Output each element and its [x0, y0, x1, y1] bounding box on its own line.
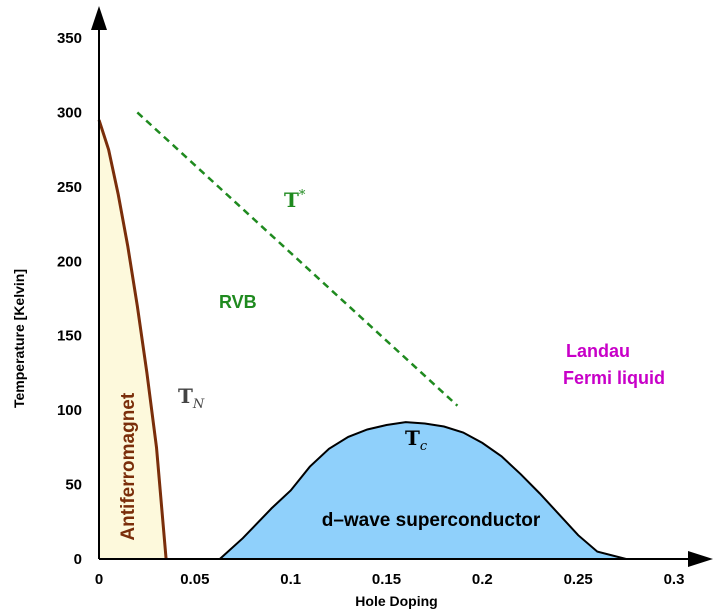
- tstar-label: T*: [284, 188, 306, 212]
- y-tick-label: 250: [57, 179, 82, 196]
- superconductor-label: d–wave superconductor: [322, 510, 541, 531]
- x-axis-arrowhead: [688, 551, 713, 567]
- y-tick-label: 150: [57, 328, 82, 345]
- y-axis-arrowhead: [91, 6, 107, 30]
- x-tick-label: 0.2: [472, 571, 493, 588]
- x-tick-label: 0.3: [664, 571, 685, 588]
- y-tick-label: 0: [74, 551, 82, 568]
- y-tick-label: 350: [57, 30, 82, 47]
- x-tick-label: 0.1: [280, 571, 301, 588]
- antiferromagnet-region: [99, 119, 167, 559]
- x-tick-label: 0.25: [564, 571, 593, 588]
- x-axis-title: Hole Doping: [355, 593, 437, 609]
- x-tick-labels: 0 0.05 0.1 0.15 0.2 0.25 0.3: [95, 571, 685, 588]
- tn-label: TN: [178, 384, 205, 412]
- tc-label: Tc: [405, 426, 428, 454]
- x-tick-label: 0.05: [180, 571, 209, 588]
- y-tick-labels: 0 50 100 150 200 250 300 350: [57, 30, 82, 568]
- landau-label-line1: Landau: [566, 341, 630, 361]
- y-tick-label: 50: [65, 477, 82, 494]
- y-tick-label: 100: [57, 402, 82, 419]
- y-axis-title: Temperature [Kelvin]: [11, 269, 27, 408]
- x-tick-label: 0.15: [372, 571, 401, 588]
- y-tick-label: 200: [57, 253, 82, 270]
- neel-temperature-curve: [97, 119, 168, 560]
- rvb-label: RVB: [219, 292, 257, 312]
- x-tick-label: 0: [95, 571, 103, 588]
- t-star-dashed-line: [136, 111, 459, 407]
- superconductor-region: [217, 421, 627, 560]
- y-tick-label: 300: [57, 104, 82, 121]
- landau-label-line2: Fermi liquid: [563, 368, 665, 388]
- antiferromagnet-label: Antiferromagnet: [118, 392, 139, 540]
